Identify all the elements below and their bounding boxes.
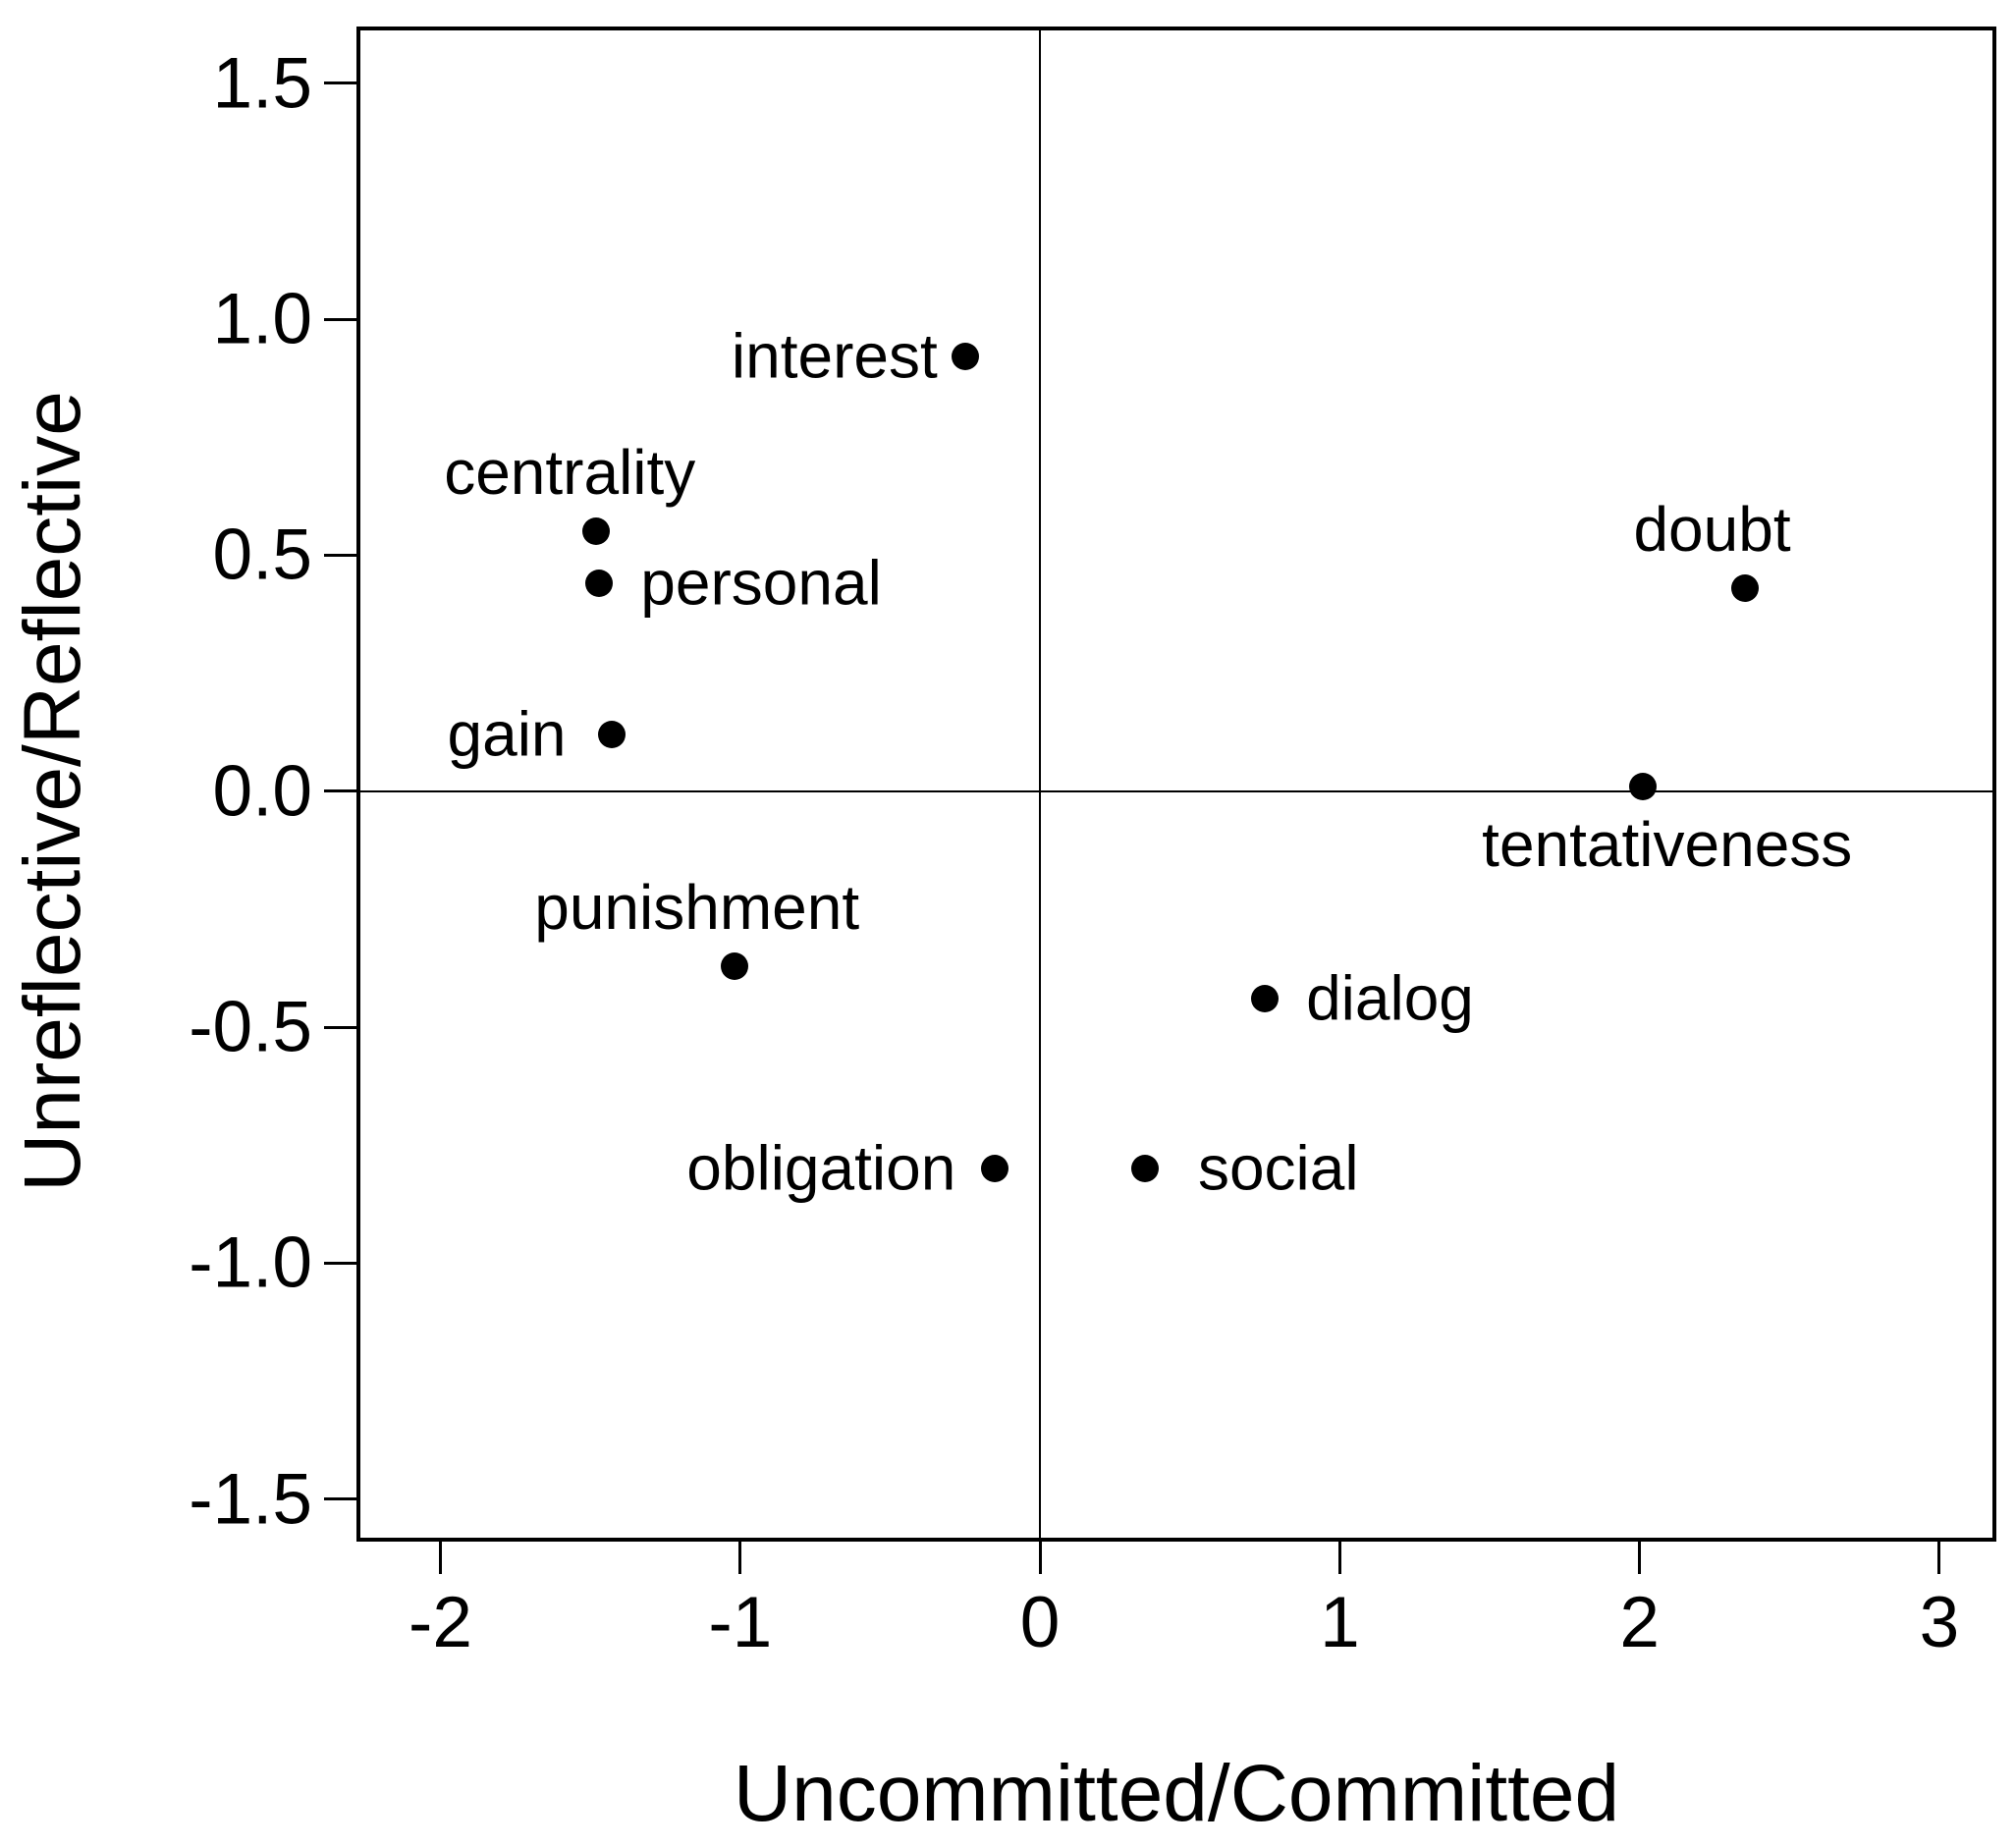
y-tick-mark	[324, 1497, 356, 1501]
data-point-label-dialog: dialog	[1306, 962, 1474, 1034]
data-point-centrality	[582, 517, 611, 546]
data-point-label-social: social	[1197, 1132, 1359, 1204]
y-tick-label: -1.0	[189, 1222, 312, 1303]
y-tick-mark	[324, 81, 356, 85]
data-point-social	[1130, 1155, 1159, 1183]
y-tick-label: 0.0	[212, 751, 312, 832]
y-tick-label: 1.0	[212, 279, 312, 359]
y-tick-mark	[324, 789, 356, 793]
data-point-punishment	[720, 951, 748, 980]
data-point-label-obligation: obligation	[686, 1132, 956, 1204]
y-tick-mark	[324, 553, 356, 557]
data-point-tentativeness	[1628, 772, 1657, 800]
y-tick-label: -0.5	[189, 987, 312, 1067]
data-point-label-gain: gain	[447, 698, 567, 770]
x-tick-mark	[738, 1542, 742, 1574]
plot-area	[356, 27, 1996, 1542]
x-tick-mark	[1337, 1542, 1341, 1574]
data-point-label-tentativeness: tentativeness	[1482, 808, 1853, 880]
x-tick-label: -2	[409, 1583, 472, 1662]
data-point-label-personal: personal	[640, 547, 882, 619]
data-point-label-centrality: centrality	[444, 437, 696, 509]
data-point-dialog	[1251, 985, 1280, 1013]
y-tick-mark	[324, 1261, 356, 1265]
data-point-label-punishment: punishment	[534, 871, 860, 943]
data-point-label-doubt: doubt	[1633, 493, 1791, 565]
data-point-label-interest: interest	[731, 320, 938, 392]
y-tick-label: 1.5	[212, 43, 312, 124]
x-tick-label: 3	[1919, 1583, 1960, 1662]
x-tick-mark	[1638, 1542, 1642, 1574]
x-tick-label: 2	[1619, 1583, 1660, 1662]
x-axis-title: Uncommitted/Committed	[733, 1749, 1620, 1838]
x-tick-mark	[438, 1542, 442, 1574]
x-zero-reference-line	[1039, 27, 1042, 1542]
y-zero-reference-line	[356, 789, 1996, 792]
x-tick-mark	[1937, 1542, 1941, 1574]
x-tick-mark	[1038, 1542, 1042, 1574]
y-tick-mark	[324, 317, 356, 321]
data-point-personal	[585, 570, 614, 598]
data-point-doubt	[1730, 574, 1759, 602]
x-tick-label: -1	[708, 1583, 773, 1662]
x-tick-label: 0	[1019, 1583, 1061, 1662]
y-tick-label: 0.5	[212, 515, 312, 595]
data-point-interest	[951, 343, 979, 371]
x-tick-label: 1	[1320, 1583, 1360, 1662]
data-point-gain	[597, 721, 626, 749]
data-point-obligation	[981, 1155, 1009, 1183]
y-tick-mark	[324, 1025, 356, 1029]
y-tick-label: -1.5	[189, 1459, 312, 1540]
